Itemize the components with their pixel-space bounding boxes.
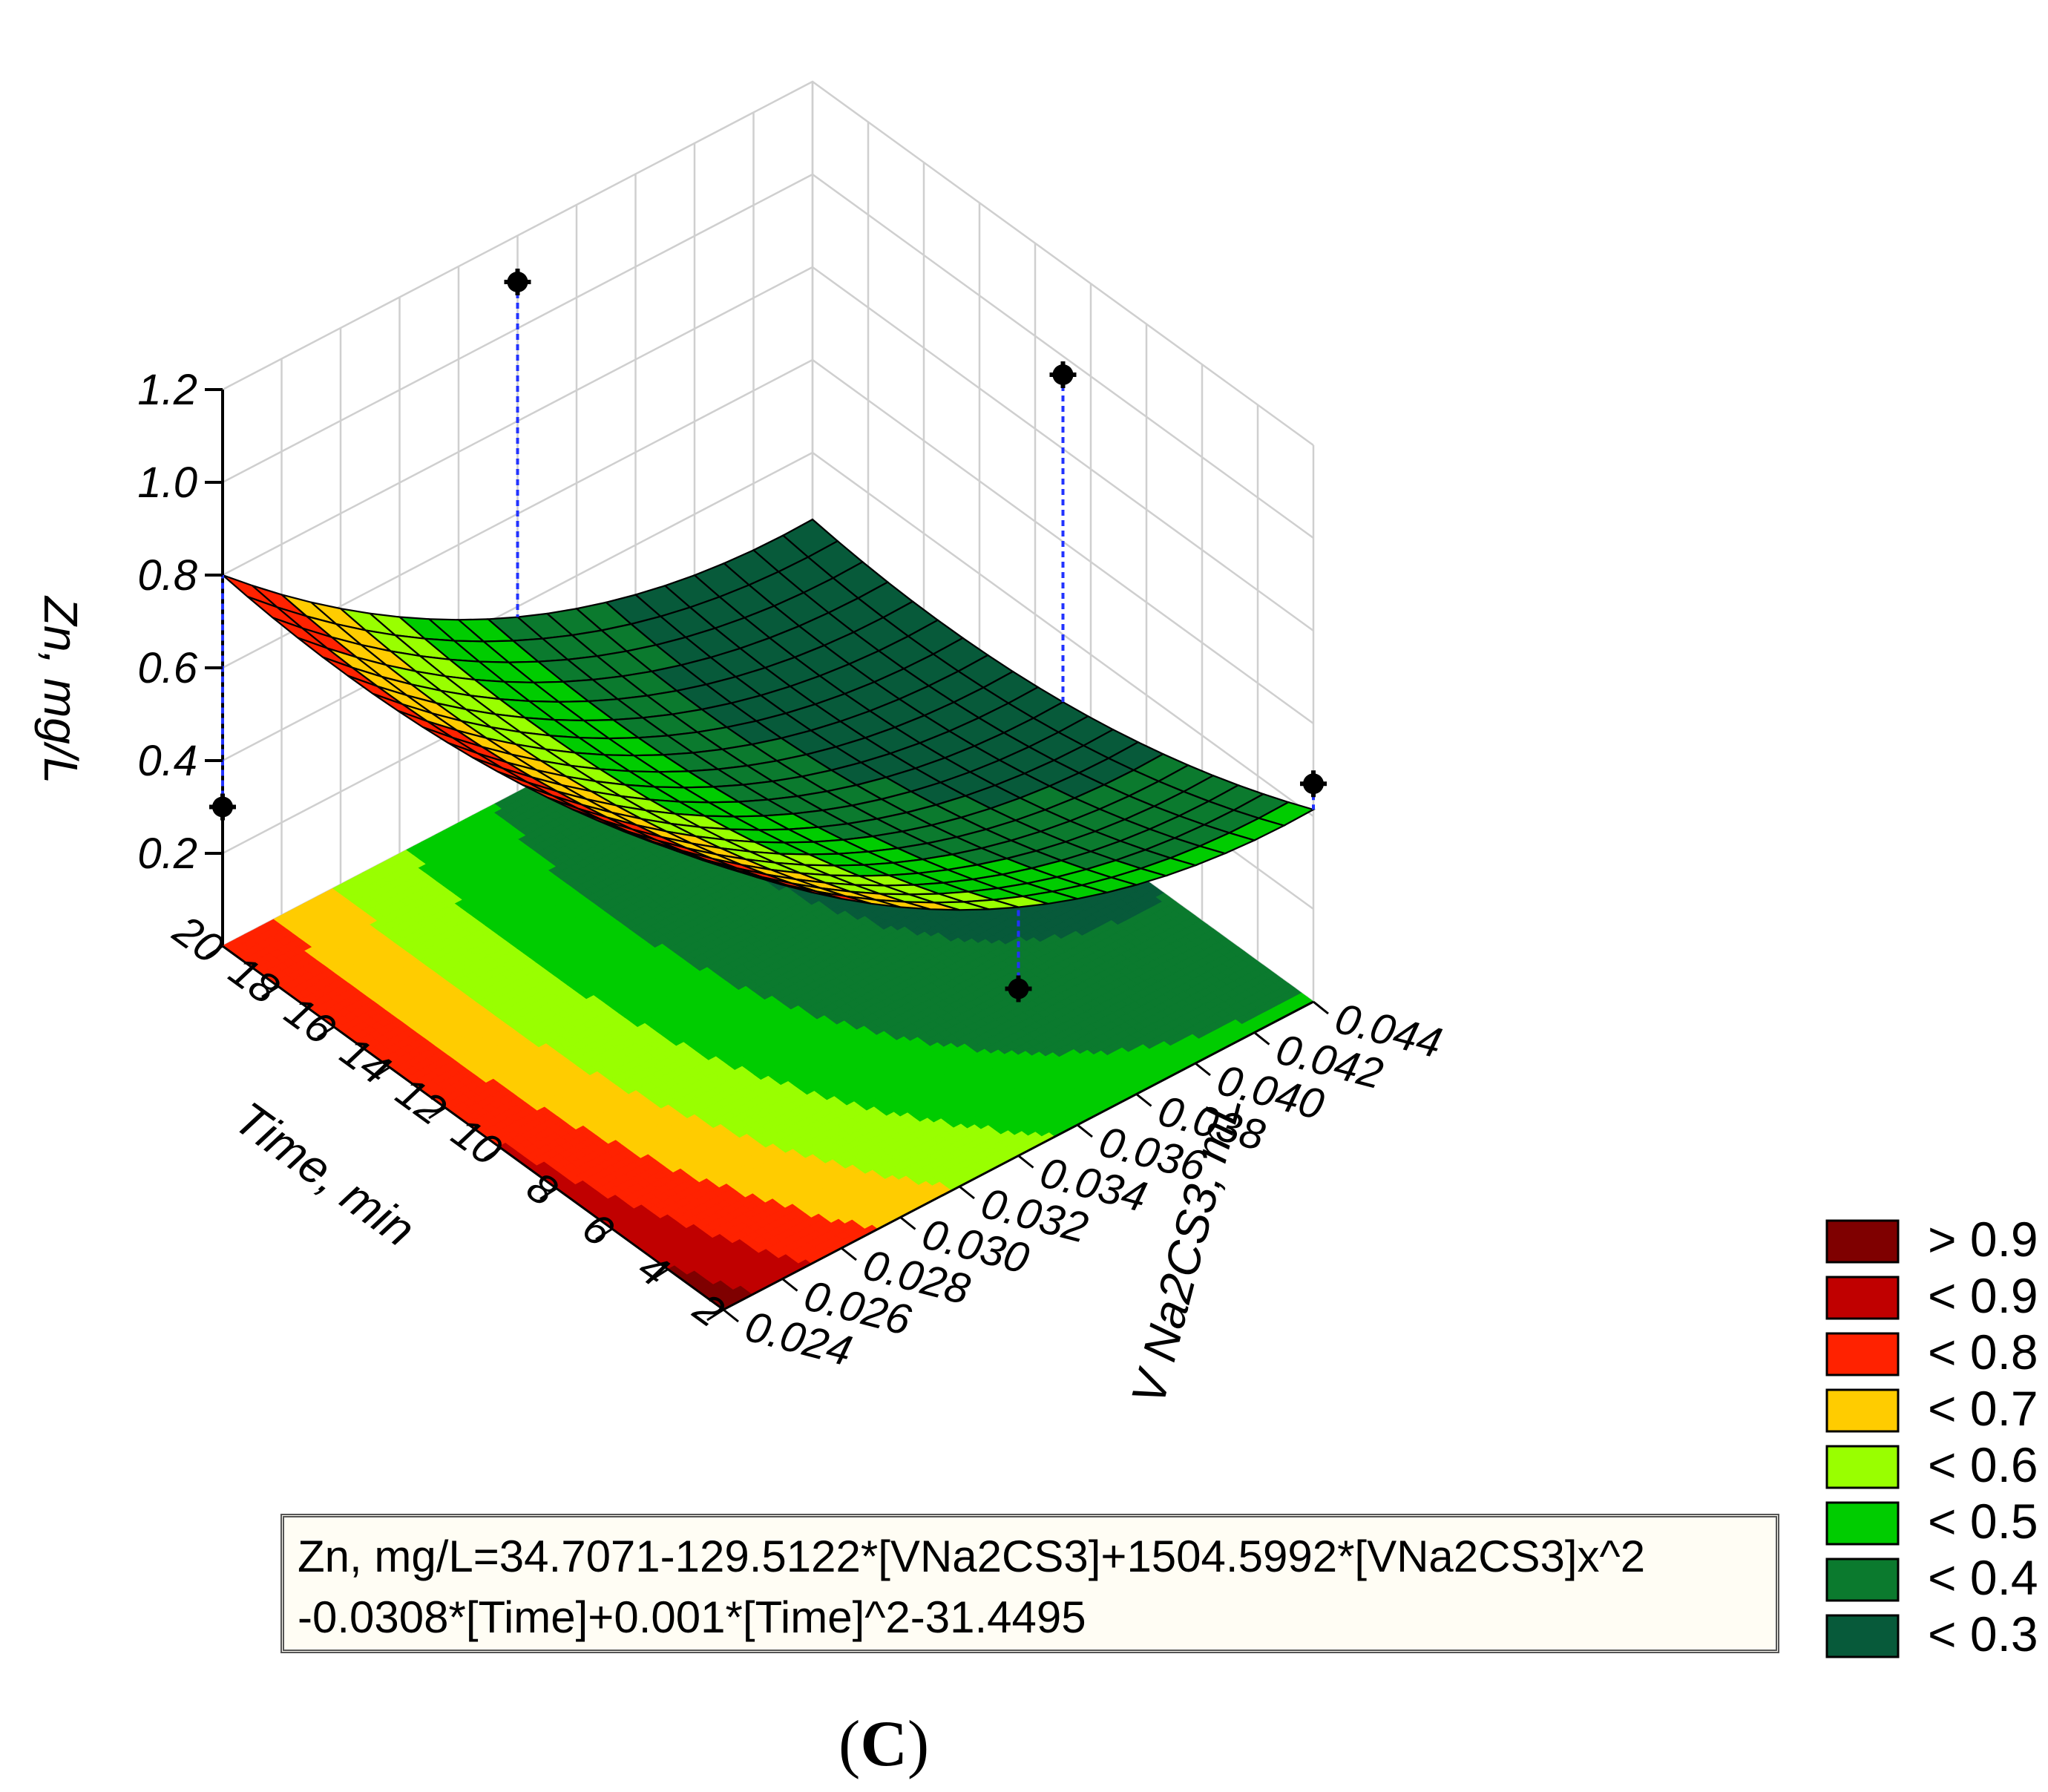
grid-line — [222, 358, 1314, 725]
grid-line — [222, 173, 1314, 539]
grid-line — [222, 80, 1314, 447]
grid-line — [222, 266, 1314, 632]
